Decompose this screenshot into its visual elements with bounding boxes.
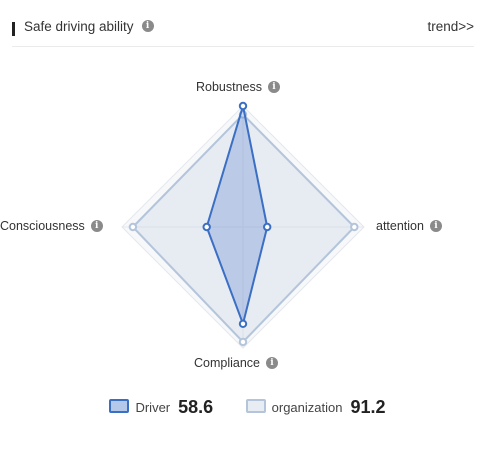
legend-item-organization[interactable]: organization 91.2 <box>245 397 386 418</box>
radar-point-driver <box>238 319 248 328</box>
info-icon[interactable]: i <box>268 80 281 93</box>
section-title-text: Safe driving ability <box>24 19 134 34</box>
legend-name-driver: Driver <box>135 400 171 415</box>
radar-point-driver <box>238 101 248 111</box>
axis-label-robustness: Robustness i <box>196 80 281 94</box>
radar-point-driver <box>202 222 211 232</box>
axis-label-compliance: Compliance i <box>194 356 279 370</box>
section-title: Safe driving ability i <box>24 19 154 34</box>
axis-label-compliance-text: Compliance <box>194 356 261 370</box>
legend-name-organization: organization <box>271 400 343 415</box>
info-icon[interactable]: i <box>90 219 103 232</box>
axis-label-attention-text: attention <box>376 219 424 233</box>
info-icon[interactable]: i <box>266 356 279 369</box>
radar-grid <box>121 105 365 349</box>
radar-series-layer <box>128 101 359 347</box>
radar-point-driver <box>263 222 272 232</box>
header-accent-bar <box>12 22 15 36</box>
legend-item-driver[interactable]: Driver 58.6 <box>109 397 213 418</box>
info-icon[interactable]: i <box>141 20 154 33</box>
legend-value-driver: 58.6 <box>178 397 214 417</box>
axis-label-consciousness-text: Consciousness <box>0 219 85 233</box>
section-header: Safe driving ability i trend>> <box>12 14 474 47</box>
legend-value-organization: 91.2 <box>350 397 386 417</box>
legend-swatch-driver <box>109 398 130 413</box>
trend-link[interactable]: trend>> <box>427 19 474 34</box>
legend-swatch-organization <box>245 398 266 413</box>
axis-label-attention: attention i <box>376 219 442 233</box>
info-icon[interactable]: i <box>429 219 442 232</box>
radar-point-organization <box>128 222 138 232</box>
radar-point-organization <box>350 222 359 232</box>
axis-label-robustness-text: Robustness <box>196 80 263 94</box>
axis-label-consciousness: Consciousness i <box>0 219 103 233</box>
radar-point-organization <box>238 337 248 347</box>
chart-legend: Driver 58.6 organization 91.2 <box>0 397 495 418</box>
